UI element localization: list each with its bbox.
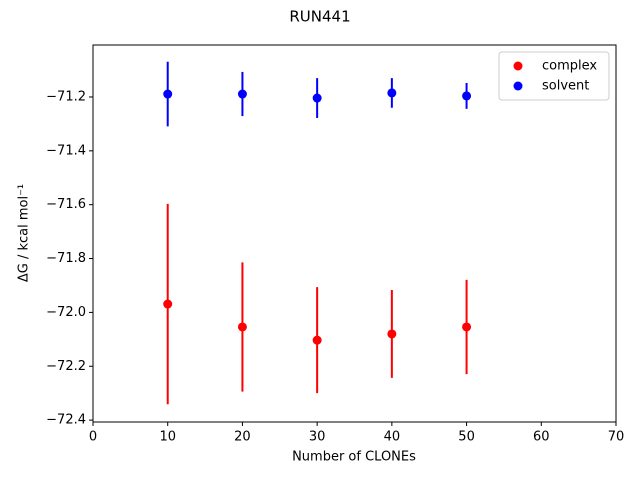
data-point: [237, 89, 247, 99]
plot-frame: [92, 44, 617, 423]
x-tick-label: 70: [608, 430, 625, 445]
data-point: [312, 93, 322, 103]
y-tick-label: −71.6: [46, 197, 86, 212]
x-tick-label: 0: [89, 430, 97, 445]
y-tick-label: −72.4: [46, 413, 86, 428]
y-tick-label: −71.4: [46, 143, 86, 158]
x-tick-label: 50: [458, 430, 475, 445]
x-axis-label: Number of CLONEs: [292, 450, 416, 465]
legend-box: [498, 51, 610, 101]
y-tick-label: −72.2: [46, 359, 86, 374]
data-point: [237, 322, 247, 332]
data-point: [163, 89, 173, 99]
data-point: [462, 91, 472, 101]
data-point: [312, 335, 322, 345]
legend-marker: [513, 61, 523, 71]
legend-label: solvent: [542, 79, 589, 94]
x-tick-label: 20: [234, 430, 251, 445]
data-point: [387, 329, 397, 339]
x-tick-label: 30: [309, 430, 326, 445]
y-tick-label: −72.0: [46, 305, 86, 320]
x-tick-label: 40: [384, 430, 401, 445]
y-axis-label: ΔG / kcal mol⁻¹: [17, 184, 32, 282]
data-point: [163, 299, 173, 309]
legend-marker: [513, 81, 523, 91]
y-tick-label: −71.8: [46, 251, 86, 266]
legend-label: complex: [542, 59, 597, 74]
chart-title: RUN441: [289, 8, 350, 26]
x-tick-label: 10: [159, 430, 176, 445]
data-point: [462, 322, 472, 332]
x-tick-label: 60: [533, 430, 550, 445]
data-point: [387, 88, 397, 98]
y-tick-label: −71.2: [46, 89, 86, 104]
